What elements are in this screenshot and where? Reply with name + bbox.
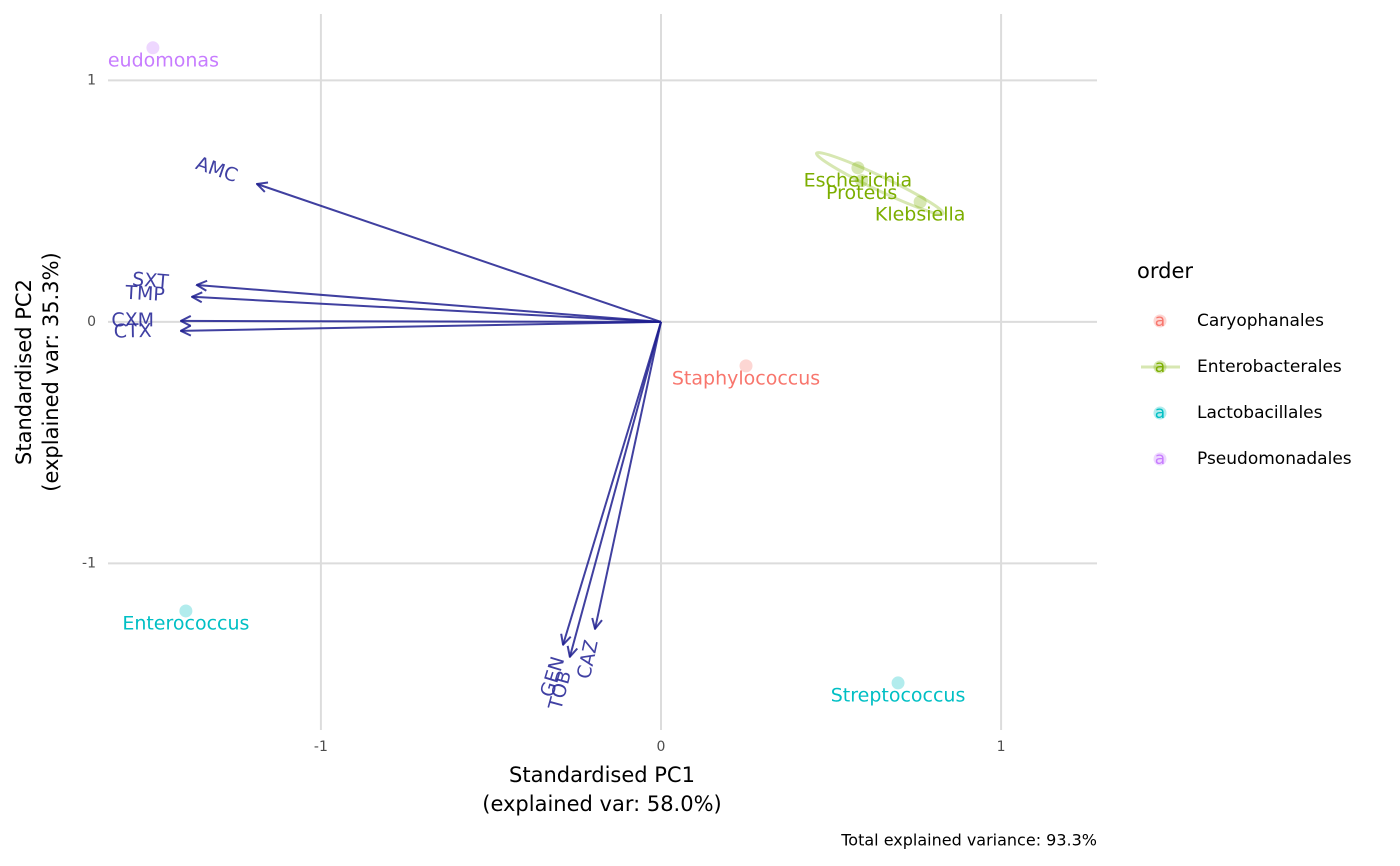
loading-label: CTX: [114, 320, 152, 343]
loading-label: SXT: [131, 268, 169, 293]
sample-label: Pseudomonas: [87, 49, 219, 71]
sample-point: [851, 161, 865, 175]
legend-key-glyph: a: [1155, 449, 1165, 469]
y-tick-label: 0: [87, 314, 96, 330]
sample-point: [179, 604, 193, 618]
loading-arrow: [181, 321, 661, 322]
x-tick-label: 1: [997, 739, 1006, 755]
legend-label: Pseudomonadales: [1197, 449, 1352, 469]
sample-label: Streptococcus: [831, 684, 966, 706]
y-tick-label: 1: [87, 72, 96, 88]
loading-arrow: [563, 321, 662, 645]
legend-key-point: [1153, 452, 1167, 466]
loading-arrow: [570, 321, 662, 657]
sample-point: [891, 676, 905, 690]
legend-key-point: [1153, 406, 1167, 420]
sample-label: Escherichia: [804, 169, 913, 191]
loading-label: CXM: [111, 309, 154, 331]
legend-label: Lactobacillales: [1197, 403, 1323, 423]
legend-key-point: [1153, 360, 1167, 374]
legend-key-glyph: a: [1155, 311, 1165, 331]
caption: Total explained variance: 93.3%: [840, 831, 1097, 850]
x-axis-title: Standardised PC1: [509, 763, 695, 787]
loading-arrow: [192, 297, 662, 323]
sample-point: [913, 195, 927, 209]
sample-point: [146, 41, 160, 55]
x-tick-label: 0: [657, 739, 666, 755]
loading-arrow: [197, 285, 662, 323]
sample-label: Klebsiella: [875, 203, 966, 225]
sample-label: Staphylococcus: [672, 367, 820, 389]
y-axis-title: Standardised PC2: [12, 279, 36, 465]
x-tick-label: -1: [314, 739, 328, 755]
legend-key-glyph: a: [1155, 403, 1165, 423]
x-axis-title: (explained var: 58.0%): [482, 792, 722, 816]
legend-label: Enterobacterales: [1197, 357, 1342, 377]
legend-key-glyph: a: [1155, 357, 1165, 377]
legend: order a Caryophanales a Enterobacterales a La…: [1137, 259, 1352, 469]
loading-label: CAZ: [573, 638, 603, 681]
grid: [108, 14, 1097, 730]
y-tick-label: -1: [82, 555, 96, 571]
legend-key-point: [1153, 314, 1167, 328]
loading-arrow: [595, 321, 662, 629]
loading-arrow: [257, 184, 662, 323]
loading-label: TMP: [124, 282, 166, 306]
y-axis-title: (explained var: 35.3%): [39, 252, 63, 492]
sample-label: Enterococcus: [122, 612, 249, 634]
sample-label: Proteus: [826, 182, 897, 204]
group-ellipse: [814, 151, 945, 216]
sample-point: [739, 359, 753, 373]
plot-area: Staphylococcus EscherichiaProteusKlebsiel…: [87, 41, 966, 713]
loading-label: AMC: [193, 152, 240, 187]
legend-label: Caryophanales: [1197, 311, 1324, 331]
axes: Standardised PC1 (explained var: 58.0%) …: [12, 72, 1097, 849]
sample-point: [855, 174, 869, 188]
loading-arrow: [181, 320, 662, 331]
legend-title: order: [1137, 259, 1193, 283]
